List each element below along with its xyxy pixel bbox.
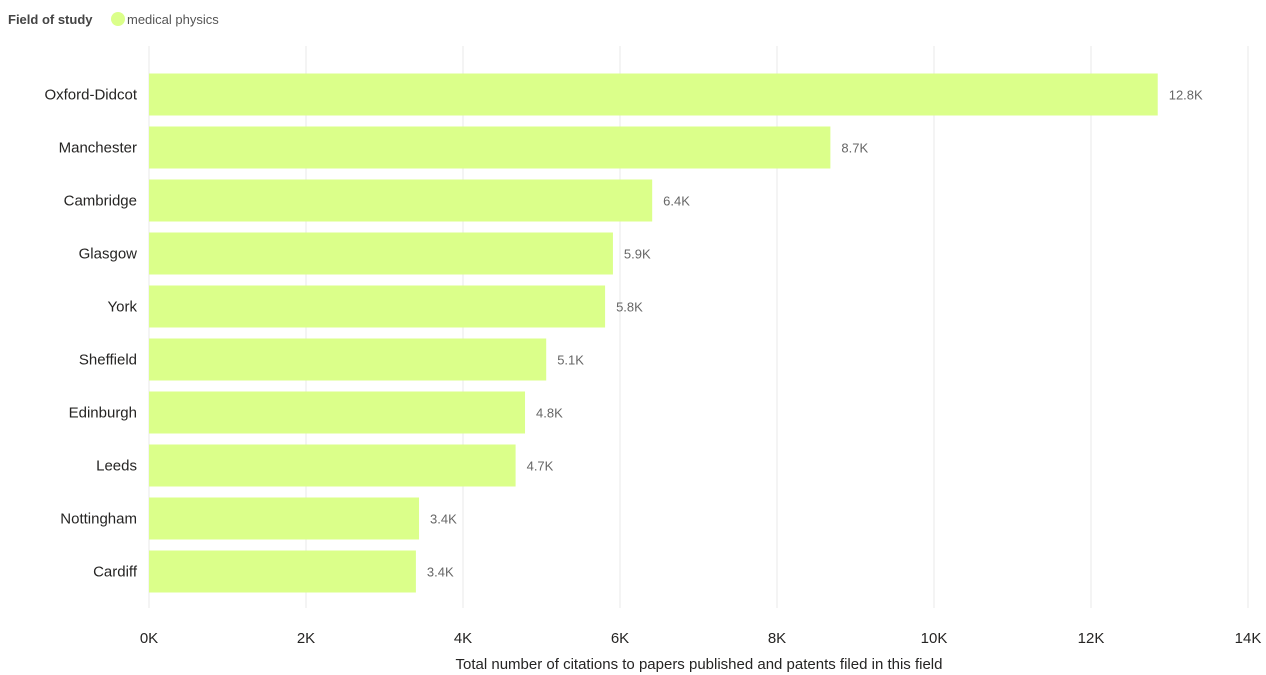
- bar: [149, 550, 416, 593]
- x-tick-label: 10K: [921, 630, 948, 647]
- category-label: Nottingham: [60, 511, 137, 528]
- legend-item-label: medical physics: [127, 12, 219, 27]
- category-label: York: [108, 299, 138, 316]
- legend-swatch: [111, 12, 125, 26]
- bar: [149, 338, 547, 381]
- data-label: 8.7K: [841, 141, 868, 156]
- bar: [149, 497, 420, 540]
- data-label: 4.8K: [536, 406, 563, 421]
- x-tick-label: 8K: [768, 630, 786, 647]
- data-label: 12.8K: [1169, 88, 1203, 103]
- bars: [149, 73, 1158, 593]
- data-label: 3.4K: [430, 512, 457, 527]
- bar: [149, 73, 1158, 116]
- category-label: Cambridge: [64, 193, 137, 210]
- category-label: Leeds: [96, 458, 137, 475]
- category-label: Sheffield: [79, 352, 137, 369]
- category-labels: Oxford-Didcot Manchester Cambridge Glasgow Y…: [44, 87, 137, 581]
- category-label: Manchester: [59, 140, 137, 157]
- bar: [149, 179, 653, 222]
- category-label: Edinburgh: [69, 405, 137, 422]
- category-label: Cardiff: [93, 564, 138, 581]
- data-label: 6.4K: [663, 194, 690, 209]
- x-tick-label: 2K: [297, 630, 315, 647]
- data-label: 4.7K: [527, 459, 554, 474]
- x-tick-label: 14K: [1235, 630, 1262, 647]
- legend: Field of study medical physics: [8, 12, 219, 27]
- bar: [149, 232, 613, 275]
- category-label: Glasgow: [79, 246, 138, 263]
- data-labels: 12.8K 8.7K 6.4K 5.9K 5.8K 5.1K 4.8K 4.7K 3.4K 3.4…: [427, 88, 1203, 580]
- category-label: Oxford-Didcot: [44, 87, 137, 104]
- data-label: 3.4K: [427, 565, 454, 580]
- bar: [149, 444, 516, 487]
- x-tick-label: 12K: [1078, 630, 1105, 647]
- x-axis-title: Total number of citations to papers publ…: [456, 656, 943, 673]
- data-label: 5.1K: [557, 353, 584, 368]
- x-tick-label: 0K: [140, 630, 158, 647]
- x-axis-ticks: 0K 2K 4K 6K 8K 10K 12K 14K: [140, 630, 1262, 647]
- bar: [149, 285, 606, 328]
- x-tick-label: 6K: [611, 630, 629, 647]
- data-label: 5.9K: [624, 247, 651, 262]
- legend-title: Field of study: [8, 12, 93, 27]
- data-label: 5.8K: [616, 300, 643, 315]
- bar: [149, 126, 831, 169]
- bar: [149, 391, 526, 434]
- x-tick-label: 4K: [454, 630, 472, 647]
